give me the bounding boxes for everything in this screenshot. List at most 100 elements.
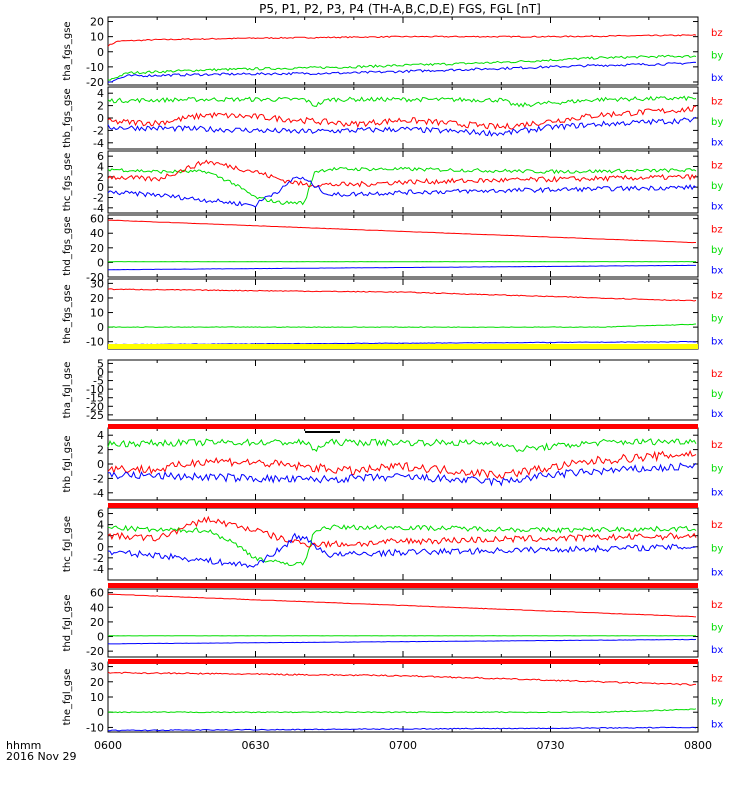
series-bx-line xyxy=(108,726,697,732)
y-tick-label: -15 xyxy=(86,392,104,405)
y-tick-label: 0 xyxy=(97,112,104,125)
series-bz-line xyxy=(108,593,697,618)
y-tick-label: 60 xyxy=(90,587,104,600)
series-bz-line xyxy=(107,515,697,549)
series-by-line xyxy=(107,438,697,453)
panel-frame xyxy=(107,661,699,733)
y-tick-label: -10 xyxy=(86,61,104,74)
series-bx-line xyxy=(107,532,697,569)
y-axis-label: tha_fgl_gse xyxy=(62,362,73,419)
y-tick-label: 20 xyxy=(90,292,104,305)
y-tick-label: 0 xyxy=(97,321,104,334)
legend-bx: bx xyxy=(711,138,723,149)
legend-bx: bx xyxy=(711,720,723,731)
y-tick-label: -10 xyxy=(86,383,104,396)
series-bx-line xyxy=(108,462,697,487)
series-bz-line xyxy=(107,288,697,302)
x-tick-label: 0800 xyxy=(684,739,712,752)
y-tick-label: -4 xyxy=(93,487,104,500)
series-by-line xyxy=(107,95,697,108)
legend-by: by xyxy=(711,117,723,128)
x-axis-label: hhmm xyxy=(6,739,41,752)
y-tick-label: -5 xyxy=(93,375,104,388)
y-tick-label: -2 xyxy=(93,472,104,485)
y-tick-label: -20 xyxy=(86,645,104,658)
legend-bz: bz xyxy=(711,673,723,684)
series-bz-line xyxy=(107,449,697,479)
series-bx-line xyxy=(107,176,697,208)
y-axis-label: thd_fgl_gse xyxy=(62,595,73,652)
y-tick-label: 6 xyxy=(97,508,104,521)
y-tick-label: 2 xyxy=(97,100,104,113)
y-tick-label: 10 xyxy=(90,691,104,704)
series-bz-line xyxy=(107,105,697,131)
y-tick-label: 0 xyxy=(97,541,104,554)
series-bx-line xyxy=(107,116,697,137)
legend-bz: bz xyxy=(711,600,723,611)
y-tick-label: 20 xyxy=(90,242,104,255)
y-axis-label: thd_fgs_gse xyxy=(62,216,73,275)
legend-bx: bx xyxy=(711,202,723,213)
panel-frame xyxy=(107,507,699,581)
panel-frame xyxy=(107,16,699,86)
legend-by: by xyxy=(711,181,723,192)
y-tick-label: 2 xyxy=(97,530,104,543)
y-tick-label: 30 xyxy=(90,277,104,290)
y-tick-label: -20 xyxy=(86,400,104,413)
y-tick-label: -25 xyxy=(86,409,104,422)
y-tick-label: 5 xyxy=(97,357,104,370)
legend-bx: bx xyxy=(711,645,723,656)
series-by-line xyxy=(107,166,697,206)
y-axis-label: tha_fgs_gse xyxy=(62,21,73,80)
y-axis-label: thc_fgl_gse xyxy=(62,516,73,572)
y-axis-label: the_fgs_gse xyxy=(62,284,73,343)
y-tick-label: 20 xyxy=(90,616,104,629)
panel-frame xyxy=(107,150,699,214)
panel-frame xyxy=(107,359,699,421)
legend-bz: bz xyxy=(711,440,723,451)
y-tick-label: 4 xyxy=(97,161,104,174)
y-tick-label: 20 xyxy=(90,16,104,29)
series-by-line xyxy=(107,54,697,81)
legend-by: by xyxy=(711,544,723,555)
y-tick-label: -20 xyxy=(86,76,104,89)
x-tick-label: 0630 xyxy=(242,739,270,752)
panel-frame xyxy=(107,588,699,658)
legend-bx: bx xyxy=(711,487,723,498)
y-tick-label: 4 xyxy=(97,429,104,442)
y-tick-label: -2 xyxy=(93,124,104,137)
y-tick-label: 0 xyxy=(97,256,104,269)
y-tick-label: 10 xyxy=(90,307,104,320)
legend-bx: bx xyxy=(711,73,723,84)
legend-by: by xyxy=(711,697,723,708)
legend-bx: bx xyxy=(711,266,723,277)
x-axis-date: 2016 Nov 29 xyxy=(6,750,76,763)
chart-title: P5, P1, P2, P3, P4 (TH-A,B,C,D,E) FGS, F… xyxy=(259,2,541,16)
series-bz-line xyxy=(107,671,696,686)
y-tick-label: -2 xyxy=(93,192,104,205)
y-tick-label: -20 xyxy=(86,271,104,284)
y-tick-label: 20 xyxy=(90,676,104,689)
series-bz-line xyxy=(107,34,697,47)
y-tick-label: 0 xyxy=(97,706,104,719)
legend-bz: bz xyxy=(711,161,723,172)
legend-bz: bz xyxy=(711,28,723,39)
y-tick-label: 30 xyxy=(90,661,104,674)
y-tick-label: 40 xyxy=(90,227,104,240)
legend-bx: bx xyxy=(711,337,723,348)
panel-frame xyxy=(107,427,699,501)
x-tick-label: 0700 xyxy=(389,739,417,752)
x-tick-label: 0730 xyxy=(537,739,565,752)
legend-bz: bz xyxy=(711,290,723,301)
bar-separator xyxy=(108,424,698,429)
y-tick-label: 4 xyxy=(97,87,104,100)
legend-by: by xyxy=(711,464,723,475)
series-by-line xyxy=(107,323,697,328)
y-tick-label: -2 xyxy=(93,552,104,565)
y-tick-label: 2 xyxy=(97,444,104,457)
legend-bz: bz xyxy=(711,369,723,380)
y-tick-label: 0 xyxy=(97,631,104,644)
y-tick-label: 60 xyxy=(90,213,104,226)
y-axis-label: thc_fgs_gse xyxy=(62,153,73,212)
